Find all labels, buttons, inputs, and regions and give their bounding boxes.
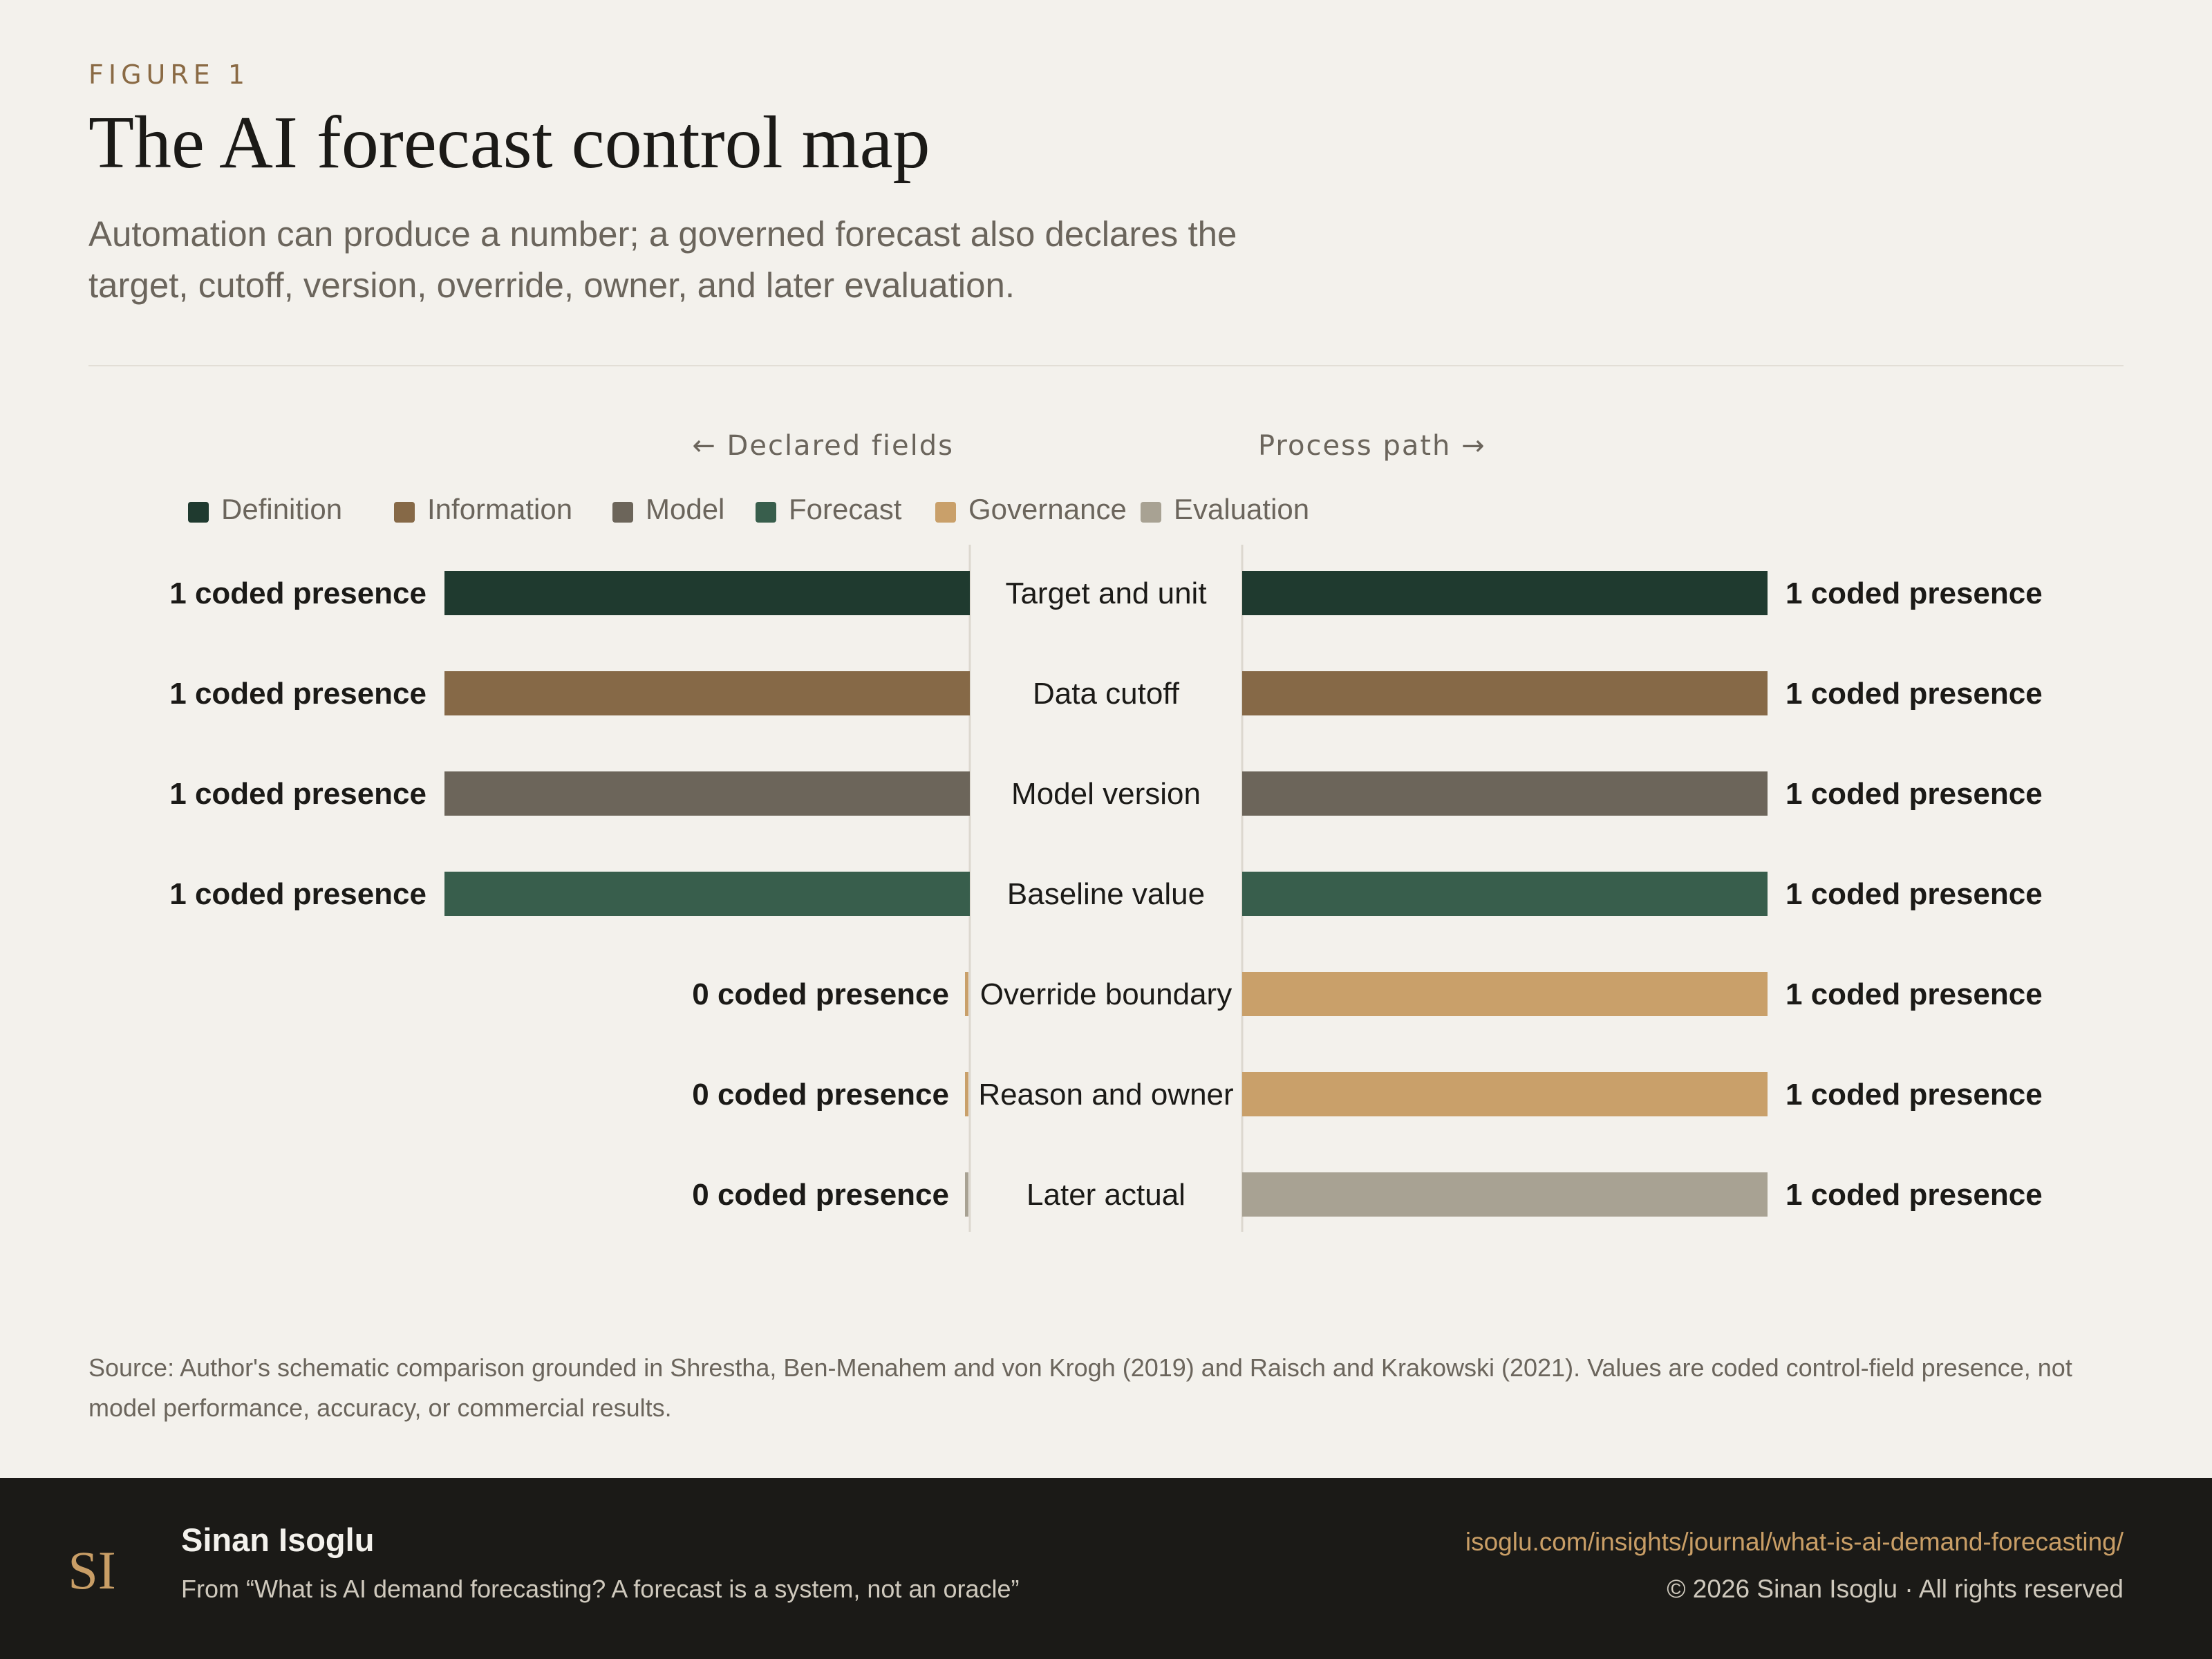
- category-label-data-cutoff: Data cutoff: [1033, 677, 1180, 711]
- legend-swatch-forecast: [756, 502, 776, 523]
- footer-article-reference: From “What is AI demand forecasting? A f…: [181, 1575, 1020, 1603]
- left-column-header: ← Declared fields: [692, 430, 954, 462]
- bar-process-reason-and-owner: [1242, 1072, 1768, 1116]
- value-label-process-baseline-value: 1 coded presence: [1785, 877, 2043, 911]
- value-label-declared-override-boundary: 0 coded presence: [692, 977, 949, 1011]
- value-label-declared-data-cutoff: 1 coded presence: [169, 677, 427, 711]
- legend: Definition Information Model Forecast Govern…: [188, 493, 1309, 525]
- category-label-baseline-value: Baseline value: [1007, 877, 1205, 911]
- bar-process-later-actual: [1242, 1172, 1768, 1217]
- bar-declared-target-and-unit: [444, 571, 970, 615]
- value-label-declared-reason-and-owner: 0 coded presence: [692, 1078, 949, 1112]
- bar-declared-reason-and-owner: [965, 1072, 968, 1116]
- category-label-target-and-unit: Target and unit: [1005, 577, 1206, 610]
- category-label-override-boundary: Override boundary: [980, 977, 1232, 1011]
- figure-subtitle: Automation can produce a number; a gover…: [88, 214, 1237, 305]
- value-label-declared-model-version: 1 coded presence: [169, 777, 427, 811]
- value-label-process-override-boundary: 1 coded presence: [1785, 977, 2043, 1011]
- value-label-declared-baseline-value: 1 coded presence: [169, 877, 427, 911]
- value-label-process-reason-and-owner: 1 coded presence: [1785, 1078, 2043, 1112]
- chart-rows: 1 coded presence Target and unit 1 coded p…: [169, 571, 2043, 1217]
- legend-label-evaluation: Evaluation: [1174, 493, 1309, 525]
- legend-swatch-information: [394, 502, 415, 523]
- right-column-header: Process path →: [1258, 430, 1486, 462]
- bar-declared-override-boundary: [965, 972, 968, 1016]
- footer-copyright: © 2026 Sinan Isoglu · All rights reserve…: [1667, 1575, 2124, 1603]
- category-label-later-actual: Later actual: [1027, 1178, 1185, 1212]
- header-divider: [88, 365, 2124, 366]
- legend-swatch-evaluation: [1141, 502, 1161, 523]
- control-map-chart: ← Declared fields Process path → Definit…: [169, 430, 2043, 1232]
- bar-declared-baseline-value: [444, 872, 970, 916]
- bar-process-data-cutoff: [1242, 671, 1768, 715]
- category-label-model-version: Model version: [1011, 777, 1201, 811]
- bar-declared-data-cutoff: [444, 671, 970, 715]
- value-label-process-target-and-unit: 1 coded presence: [1785, 577, 2043, 610]
- legend-swatch-definition: [188, 502, 209, 523]
- bar-declared-model-version: [444, 771, 970, 816]
- value-label-process-data-cutoff: 1 coded presence: [1785, 677, 2043, 711]
- svg-text:SI: SI: [68, 1540, 115, 1600]
- value-label-process-later-actual: 1 coded presence: [1785, 1178, 2043, 1212]
- figure-title: The AI forecast control map: [88, 102, 930, 184]
- footer-author: Sinan Isoglu: [181, 1521, 375, 1558]
- category-label-reason-and-owner: Reason and owner: [978, 1078, 1233, 1112]
- value-label-process-model-version: 1 coded presence: [1785, 777, 2043, 811]
- legend-swatch-governance: [935, 502, 956, 523]
- footer-url-link[interactable]: isoglu.com/insights/journal/what-is-ai-d…: [1465, 1528, 2124, 1556]
- legend-label-definition: Definition: [221, 493, 342, 525]
- footer: SI Sinan Isoglu From “What is AI demand …: [0, 1478, 2212, 1659]
- legend-label-information: Information: [427, 493, 572, 525]
- legend-label-governance: Governance: [968, 493, 1127, 525]
- legend-label-forecast: Forecast: [789, 493, 902, 525]
- bar-declared-later-actual: [965, 1172, 968, 1217]
- bar-process-override-boundary: [1242, 972, 1768, 1016]
- bar-process-model-version: [1242, 771, 1768, 816]
- value-label-declared-target-and-unit: 1 coded presence: [169, 577, 427, 610]
- source-note: Source: Author's schematic comparison gr…: [88, 1353, 2072, 1422]
- author-monogram-logo: SI: [68, 1540, 115, 1600]
- figure-label: FIGURE 1: [88, 59, 250, 90]
- value-label-declared-later-actual: 0 coded presence: [692, 1178, 949, 1212]
- legend-swatch-model: [612, 502, 633, 523]
- bar-process-baseline-value: [1242, 872, 1768, 916]
- legend-label-model: Model: [646, 493, 724, 525]
- bar-process-target-and-unit: [1242, 571, 1768, 615]
